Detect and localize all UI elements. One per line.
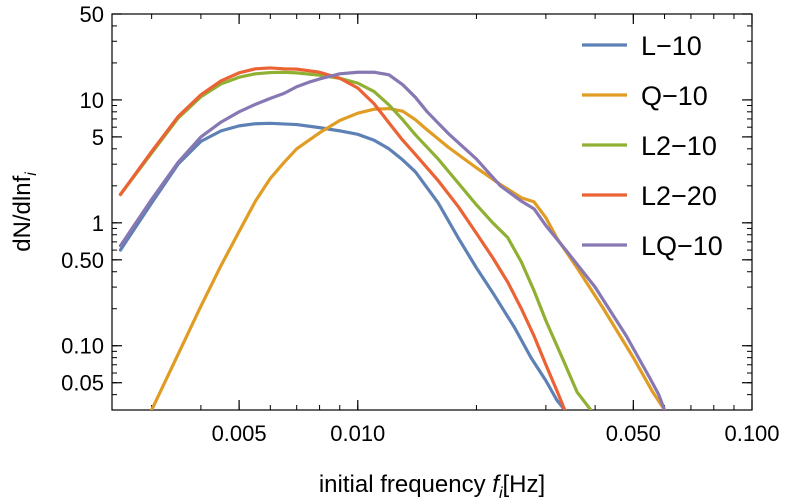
y-tick-label: 0.10 [61,334,104,359]
legend-label-4: LQ−10 [641,231,723,261]
y-tick-label: 0.05 [61,371,104,396]
axis-ticks [112,13,753,411]
x-tick-label: 0.100 [724,421,779,446]
series-line-4 [118,70,667,410]
x-tick-label: 0.050 [606,421,661,446]
series-line-2 [118,70,593,410]
plot-frame [111,13,753,411]
series-line-3 [118,66,567,410]
legend-label-1: Q−10 [641,81,708,111]
legend-label-3: L2−20 [641,181,717,211]
y-tick-label: 1 [92,211,104,236]
legend: L−10 Q−10 L2−10 L2−20 LQ−10 [582,31,723,261]
legend-label-2: L2−10 [641,131,717,161]
tick-labels: 0.005 0.010 0.050 0.100 0.05 0.10 0.50 1 5 10 50 [61,2,779,446]
x-tick-label: 0.005 [212,421,267,446]
y-tick-label: 5 [92,125,104,150]
x-tick-label: 0.010 [330,421,385,446]
y-tick-label: 50 [80,2,104,27]
series-lines [118,66,667,410]
series-line-0 [118,121,567,410]
y-tick-label: 10 [80,88,104,113]
x-axis-title: initial frequency fi[Hz] [319,471,545,502]
y-tick-label: 0.50 [61,248,104,273]
y-axis-title: dN/dlnfi [9,172,40,252]
legend-label-0: L−10 [641,31,702,61]
